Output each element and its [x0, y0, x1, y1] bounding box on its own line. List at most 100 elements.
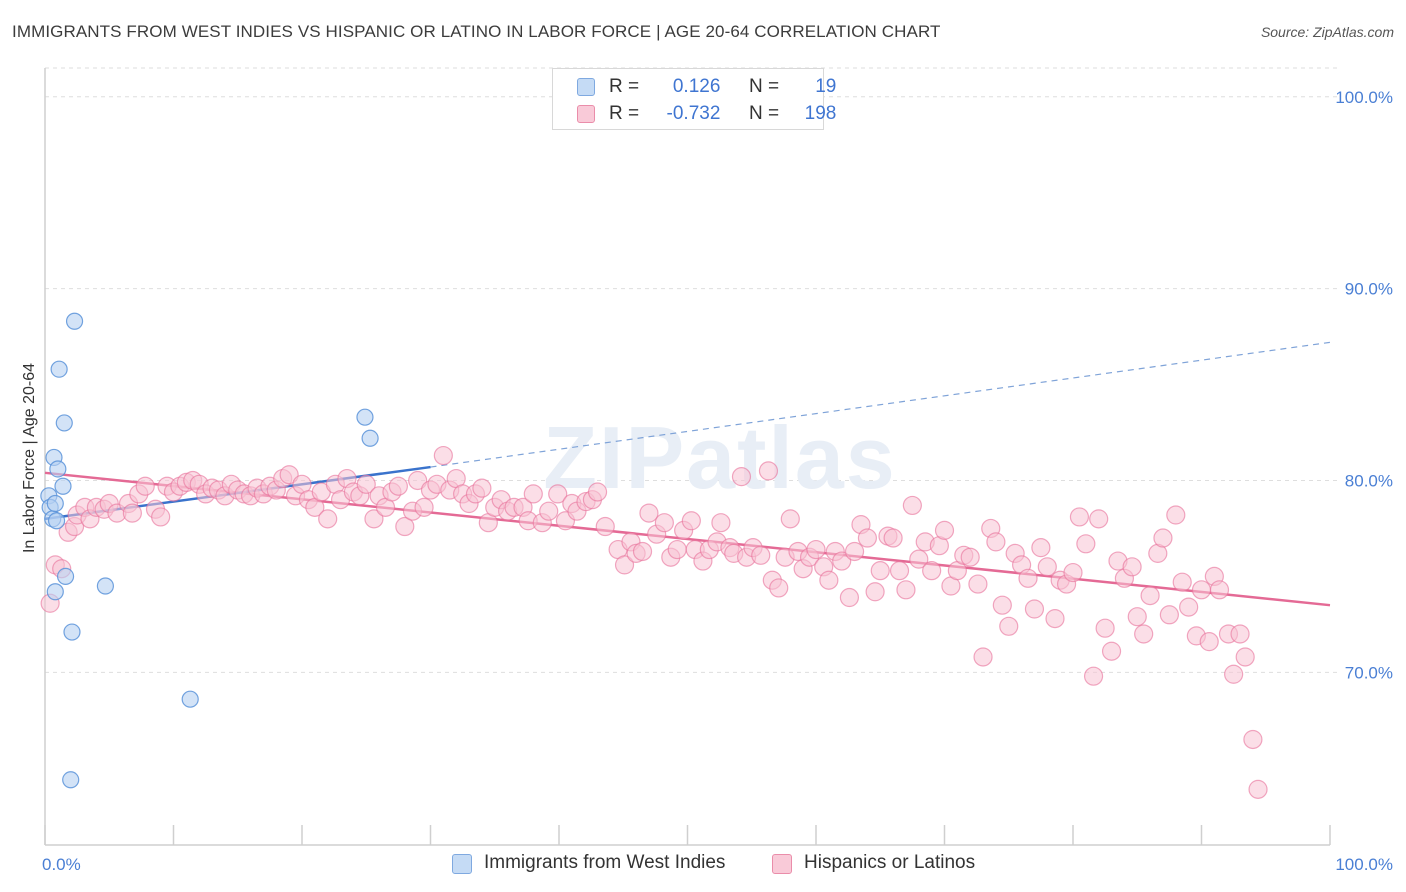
- point-hispanics: [1076, 534, 1096, 554]
- point-hispanics: [1063, 562, 1083, 583]
- y-tick-label: 90.0%: [1345, 280, 1393, 299]
- point-hispanics: [711, 513, 731, 533]
- point-west-indies: [181, 690, 199, 708]
- point-west-indies: [47, 512, 66, 530]
- point-hispanics: [1089, 509, 1109, 529]
- legend-swatch-west-indies: [577, 78, 595, 96]
- point-hispanics: [986, 532, 1006, 552]
- bottom-legend-swatch-hispanics: [772, 854, 792, 874]
- point-hispanics: [279, 465, 299, 485]
- legend-r-label: R =: [609, 76, 640, 97]
- point-hispanics: [356, 474, 376, 494]
- point-west-indies: [46, 583, 64, 601]
- grid-lines: [45, 67, 1338, 673]
- point-hispanics: [1166, 505, 1186, 525]
- y-axis-label: In Labor Force | Age 20-64: [21, 363, 38, 553]
- point-hispanics: [587, 482, 608, 502]
- point-hispanics: [1134, 624, 1154, 644]
- point-hispanics: [999, 616, 1019, 636]
- point-hispanics: [960, 547, 980, 567]
- point-hispanics: [922, 561, 942, 581]
- tick-labels: 70.0% 80.0% 90.0% 100.0% 0.0% 100.0%: [42, 88, 1393, 874]
- legend-n-value: 19: [815, 76, 837, 97]
- legend-swatch-hispanics: [577, 105, 595, 123]
- point-hispanics: [1153, 528, 1173, 548]
- point-hispanics: [769, 578, 789, 598]
- point-hispanics: [151, 507, 171, 527]
- trend-line-west-indies-projection: [430, 341, 1331, 468]
- point-hispanics: [122, 503, 142, 523]
- point-west-indies: [65, 312, 84, 330]
- point-west-indies: [96, 577, 114, 595]
- legend-n-value: 198: [804, 103, 837, 124]
- point-hispanics: [1179, 597, 1199, 617]
- point-hispanics: [632, 541, 653, 562]
- point-hispanics: [364, 509, 384, 529]
- point-hispanics: [758, 461, 779, 481]
- point-hispanics: [832, 551, 852, 571]
- point-hispanics: [992, 595, 1012, 615]
- point-hispanics: [388, 476, 408, 496]
- point-hispanics: [1045, 609, 1065, 629]
- point-hispanics: [889, 561, 910, 581]
- legend-r-label: R =: [609, 103, 640, 124]
- point-hispanics: [1069, 507, 1090, 527]
- point-west-indies: [49, 460, 67, 478]
- point-hispanics: [523, 484, 543, 504]
- point-hispanics: [433, 445, 453, 466]
- point-hispanics: [1101, 641, 1122, 661]
- point-hispanics: [135, 476, 155, 496]
- point-west-indies: [55, 414, 73, 432]
- point-hispanics: [681, 511, 701, 531]
- point-west-indies: [54, 477, 72, 495]
- point-hispanics: [595, 516, 615, 537]
- point-west-indies: [46, 494, 64, 513]
- y-tick-label: 100.0%: [1335, 88, 1393, 107]
- point-hispanics: [973, 647, 993, 667]
- point-hispanics: [751, 545, 771, 565]
- point-hispanics: [654, 513, 674, 533]
- legend-r-value: 0.126: [672, 76, 721, 97]
- point-hispanics: [883, 528, 903, 548]
- point-hispanics: [896, 580, 916, 600]
- point-hispanics: [1191, 580, 1212, 600]
- point-hispanics: [472, 478, 492, 498]
- point-hispanics: [1127, 607, 1147, 627]
- point-west-indies: [62, 771, 80, 789]
- point-hispanics: [614, 555, 635, 575]
- axes: [44, 68, 1331, 846]
- point-hispanics: [1018, 568, 1038, 588]
- point-hispanics: [865, 582, 885, 602]
- point-hispanics: [1140, 585, 1160, 606]
- point-hispanics: [1224, 664, 1244, 684]
- y-tick-label: 80.0%: [1345, 471, 1393, 490]
- point-hispanics: [1230, 624, 1250, 644]
- bottom-legend-label-west-indies: Immigrants from West Indies: [484, 852, 726, 873]
- point-hispanics: [902, 495, 922, 516]
- point-hispanics: [395, 516, 415, 537]
- point-hispanics: [1031, 538, 1051, 558]
- point-hispanics: [1235, 647, 1255, 667]
- point-hispanics: [839, 587, 860, 608]
- point-west-indies: [356, 408, 374, 426]
- stats-legend: R = 0.126 N = 19 R = -0.732 N = 198: [552, 68, 836, 130]
- point-hispanics: [548, 484, 568, 504]
- y-tick-label: 70.0%: [1345, 663, 1393, 682]
- point-hispanics: [1248, 779, 1268, 799]
- point-hispanics: [934, 520, 955, 540]
- point-hispanics: [318, 509, 338, 529]
- point-hispanics: [1095, 618, 1115, 638]
- point-hispanics: [408, 470, 428, 491]
- point-hispanics: [1199, 632, 1219, 652]
- legend-n-label: N =: [748, 103, 780, 124]
- point-west-indies: [56, 567, 75, 586]
- legend-r-value: -0.732: [666, 103, 721, 124]
- point-hispanics: [414, 497, 434, 517]
- point-hispanics: [1083, 666, 1104, 686]
- x-tick-label-max: 100.0%: [1335, 855, 1393, 874]
- point-hispanics: [870, 561, 890, 581]
- point-hispanics: [1243, 729, 1263, 750]
- point-hispanics: [968, 574, 988, 594]
- source-label: Source: ZipAtlas.com: [1260, 24, 1394, 40]
- point-hispanics: [1037, 557, 1057, 577]
